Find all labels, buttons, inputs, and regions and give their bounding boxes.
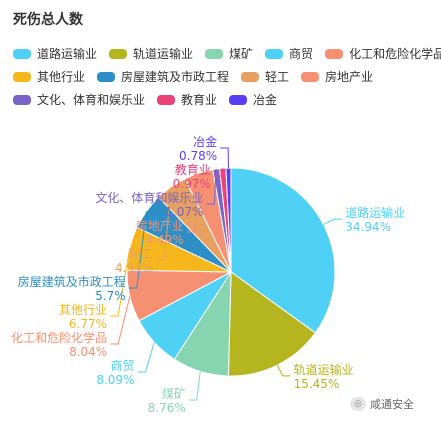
leader-line [110,296,131,345]
slice-label-name: 商贸 [110,358,134,373]
slice-label-value: 6.77% [69,317,107,331]
legend-item[interactable]: 道路运输业 [13,45,97,62]
legend-item[interactable]: 商贸 [265,45,313,62]
leader-line [186,173,199,233]
slice-label-name: 冶金 [193,134,217,149]
slice-label-value: 4.49% [146,233,184,247]
slice-label-value: 34.94% [345,220,391,234]
legend-row: 道路运输业 轨道运输业 煤矿 商贸 化工和危险化学品 [13,42,441,65]
leader-line [156,186,172,261]
label-leader-lines [110,147,343,401]
legend-item[interactable]: 房地产业 [301,68,373,85]
legend-item[interactable]: 其他行业 [13,68,85,85]
pie-slice[interactable] [225,167,232,273]
legend-item[interactable]: 文化、体育和娱乐业 [13,91,145,108]
legend-item[interactable]: 轨道运输业 [109,45,193,62]
watermark: ◎ 咸通安全 [350,396,414,412]
legend-swatch [301,71,320,82]
leader-line [323,218,343,226]
legend-item[interactable]: 房屋建筑及市政工程 [97,68,229,85]
leader-line [213,168,224,177]
chart-title: 死伤总人数 [13,12,83,28]
legend-swatch [97,71,116,82]
legend-label: 文化、体育和娱乐业 [37,93,146,107]
legend-swatch [205,48,224,59]
legend-label: 轨道运输业 [133,47,194,61]
watermark-text: 咸通安全 [370,398,414,411]
slice-label-value: 8.04% [69,345,107,359]
legend-swatch [109,48,128,59]
leader-line [206,169,217,205]
slice-label-name: 化工和危险化学品 [11,330,107,345]
slice-label-value: 0.78% [179,149,217,163]
slice-label-name: 轨道运输业 [294,362,354,377]
slice-label-value: 15.45% [294,377,340,391]
legend-label: 房地产业 [325,70,374,84]
legend-label: 轻工 [265,70,290,84]
leader-line [128,211,147,289]
legend-swatch [229,94,248,105]
legend-item[interactable]: 煤矿 [205,45,253,62]
slice-label-value: 8.76% [148,401,186,415]
slice-label-value: 8.09% [96,373,134,387]
legend-label: 冶金 [253,93,278,107]
slice-label-name: 道路运输业 [345,205,405,220]
legend-swatch [13,94,31,105]
legend-row: 其他行业 房屋建筑及市政工程 轻工 房地产业 [13,65,438,88]
legend-swatch [265,48,284,59]
legend-item[interactable]: 化工和危险化学品 [325,45,441,62]
legend-label: 教育业 [181,93,218,107]
slice-label-value: 1.07% [165,205,203,219]
legend-label: 煤矿 [229,47,254,61]
legend-swatch [241,71,260,82]
leader-line [110,248,131,317]
leader-line [188,371,201,401]
slice-label-name: 其他行业 [59,303,107,317]
wechat-icon: ◎ [350,397,366,411]
legend-item[interactable]: 轻工 [241,68,289,85]
slice-label-name: 轻工 [129,247,153,261]
leader-line [276,364,291,377]
legend-swatch [325,48,344,59]
legend-label: 房屋建筑及市政工程 [121,70,230,84]
slice-label-name: 煤矿 [162,387,186,401]
pie-slices [126,167,336,377]
legend-swatch [157,94,176,105]
legend-row: 文化、体育和娱乐业 教育业 冶金 [13,88,438,111]
pie-slice[interactable] [230,167,336,334]
legend-swatch [13,71,31,82]
legend-label: 商贸 [289,47,314,61]
legend-label: 化工和危险化学品 [349,47,441,61]
legend: 道路运输业 轨道运输业 煤矿 商贸 化工和危险化学品其他行业 房屋建筑及市政工程 轻工 房地产… [13,42,441,111]
slice-label-value: 0.97% [173,177,211,191]
slice-label-name: 房屋建筑及市政工程 [18,274,126,289]
legend-swatch [13,48,31,59]
slice-label-name: 文化、体育和娱乐业 [95,190,203,205]
legend-label: 道路运输业 [37,47,98,61]
slice-label-name: 教育业 [175,162,211,177]
legend-item[interactable]: 冶金 [229,91,277,108]
leader-line [220,147,229,169]
leader-line [137,342,155,373]
slice-label-value: 4.94% [115,261,153,275]
slice-label-name: 房地产业 [136,218,184,233]
legend-item[interactable]: 教育业 [157,91,217,108]
slice-label-value: 5.7% [95,289,126,303]
legend-label: 其他行业 [37,70,86,84]
